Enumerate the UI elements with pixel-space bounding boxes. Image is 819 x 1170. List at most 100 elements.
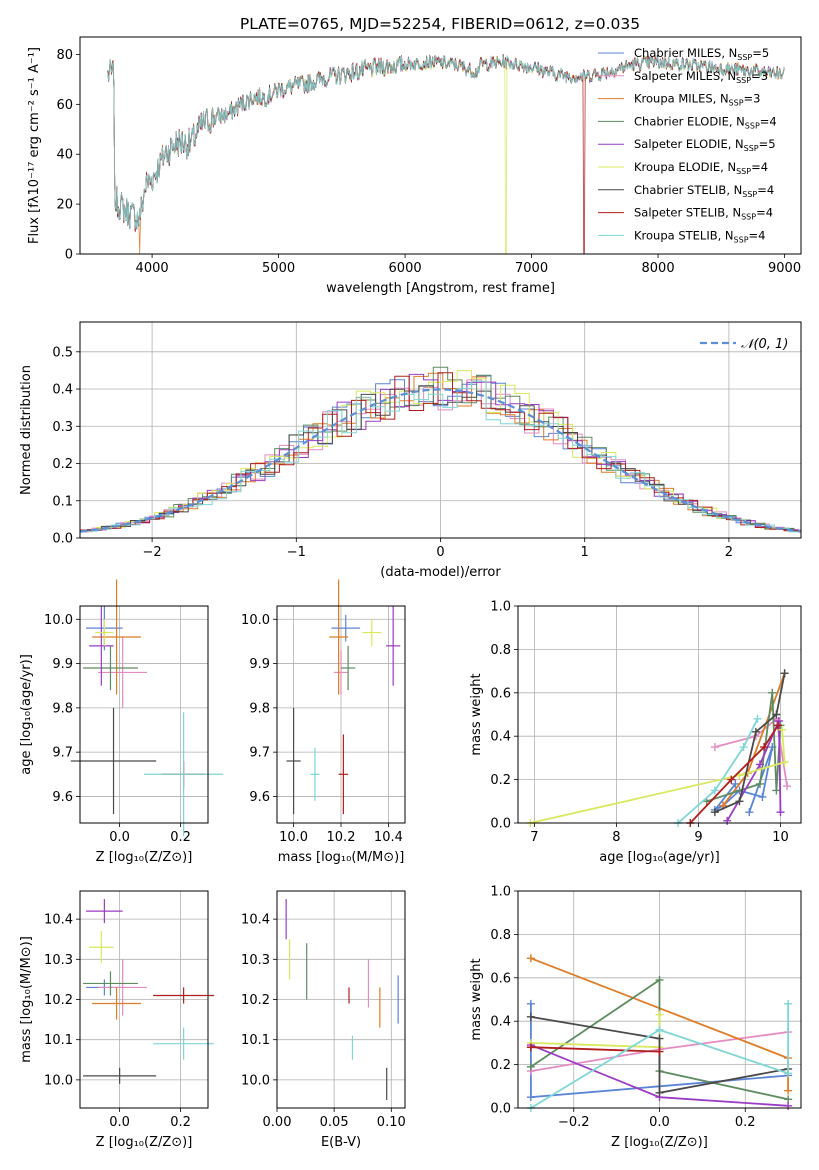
weight-marker-3-0 (526, 1062, 535, 1071)
y-tick-label: 10.3 (241, 953, 270, 968)
x-tick-label: 0.2 (735, 1115, 756, 1130)
axes-frame (276, 605, 406, 824)
spectrum-legend: Chabrier MILES, NSSP=5 Salpeter MILES, NS… (598, 46, 777, 244)
axes-frame (517, 890, 802, 1109)
weight-marker-4-2 (784, 1101, 793, 1110)
x-tick-label: 2 (725, 545, 733, 560)
y-tick-label: 0.8 (490, 928, 511, 943)
x-tick-label: 8 (612, 830, 620, 845)
weight-marker-8-2 (784, 1069, 793, 1078)
weight-line-8 (530, 1003, 789, 1109)
weight-marker-0-1 (526, 1093, 535, 1102)
x-tick-label: 7 (530, 830, 538, 845)
weight-marker-4-1 (755, 760, 764, 769)
x-tick-label: 7000 (515, 261, 548, 276)
weight-line-4 (726, 720, 782, 822)
y-tick-label: 10.0 (44, 1073, 73, 1088)
y-tick-label: 60 (56, 98, 73, 113)
weight-line-1 (714, 717, 788, 787)
x-tick-label: 0.0 (109, 1115, 130, 1130)
x-tick-label: 10.0 (279, 830, 308, 845)
y-tick-label: 10.4 (44, 913, 73, 928)
weight-marker-4-3 (776, 808, 785, 817)
weight-marker-2-0 (526, 954, 535, 963)
x-tick-label: 4000 (136, 261, 169, 276)
panel-mass-vs-Z: 0.0 0.2 10.0 10.1 10.2 10.3 10.4 Z [log₁₀(Z/Z⊙)… (19, 890, 215, 1150)
y-tick-label: 10.4 (241, 913, 270, 928)
axes-frame (276, 890, 406, 1109)
y-axis-label: Normed distribution (19, 365, 34, 495)
weight-marker-7-1 (727, 775, 736, 784)
y-axis-label: age [log₁₀(age/yr)] (19, 654, 34, 775)
y-tick-label: 0.0 (490, 1102, 511, 1117)
y-tick-label: 0.6 (490, 971, 511, 986)
legend-label-2: Kroupa MILES, NSSP=3 (634, 92, 760, 108)
x-tick-label: 0.0 (109, 830, 130, 845)
x-tick-label: 0 (436, 545, 444, 560)
weight-marker-8-1 (710, 786, 719, 795)
panel-weight-vs-Z: −0.2 0.0 0.2 0.0 0.2 0.4 0.6 0.8 1.0 Z [log₁₀(Z/Z… (469, 885, 802, 1150)
legend-gaussian-label: 𝒩(0, 1) (741, 337, 788, 352)
legend-label-1: Salpeter MILES, NSSP=3 (634, 69, 768, 85)
weight-marker-6-1 (655, 1034, 664, 1043)
y-axis-label: mass weight (469, 673, 484, 755)
panels: 4000 5000 6000 7000 8000 9000020406080wavelen… (19, 36, 802, 1150)
y-tick-label: 80 (56, 48, 73, 63)
y-tick-label: 0.3 (52, 420, 73, 435)
y-tick-label: 0.4 (490, 730, 511, 745)
x-tick-label: 10.4 (374, 830, 403, 845)
y-tick-label: 1.0 (490, 885, 511, 900)
x-tick-label: −2 (143, 545, 162, 560)
x-tick-label: 0.00 (263, 1115, 292, 1130)
weight-marker-7-3 (774, 721, 783, 730)
weight-marker-6-2 (751, 727, 760, 736)
x-axis-label: age [log₁₀(age/yr)] (599, 850, 720, 865)
weight-line-8 (677, 718, 759, 824)
panel-mass-vs-ebv: 0.00 0.05 0.10 10.0 10.1 10.2 10.3 10.4 E(B-V) (241, 890, 406, 1150)
weight-marker-5-2 (655, 1010, 664, 1019)
x-tick-label: 10.2 (327, 830, 356, 845)
y-tick-label: 9.7 (249, 746, 270, 761)
y-tick-label: 0.0 (52, 532, 73, 547)
y-tick-label: 0.4 (52, 383, 73, 398)
x-axis-label: (data-model)/error (380, 565, 501, 580)
x-tick-label: 8000 (642, 261, 675, 276)
y-tick-label: 0.1 (52, 494, 73, 509)
y-tick-label: 9.7 (52, 746, 73, 761)
weight-marker-6-1 (735, 797, 744, 806)
x-tick-label: 0.05 (320, 1115, 349, 1130)
y-tick-label: 0.5 (52, 345, 73, 360)
y-tick-label: 10.0 (44, 613, 73, 628)
y-tick-label: 10.0 (241, 613, 270, 628)
legend-label-3: Chabrier ELODIE, NSSP=4 (634, 114, 777, 130)
weight-marker-6-0 (710, 808, 719, 817)
legend-label-4: Salpeter ELODIE, NSSP=5 (634, 137, 776, 153)
y-tick-label: 0.2 (52, 457, 73, 472)
legend-label-6: Chabrier STELIB, NSSP=4 (634, 183, 774, 199)
weight-marker-2-2 (784, 1086, 793, 1095)
x-axis-label: wavelength [Angstrom, rest frame] (326, 281, 555, 296)
x-tick-label: 5000 (262, 261, 295, 276)
x-tick-label: 0.2 (170, 1115, 191, 1130)
panel-age-vs-mass: 10.0 10.2 10.4 9.6 9.7 9.8 9.9 10.0 mass [log₁₀(… (241, 579, 406, 865)
y-tick-label: 0 (65, 248, 73, 263)
y-tick-label: 0.2 (490, 1058, 511, 1073)
legend-label-0: Chabrier MILES, NSSP=5 (634, 46, 769, 62)
legend-label-5: Kroupa ELODIE, NSSP=4 (634, 160, 768, 176)
weight-marker-4-2 (774, 717, 783, 726)
y-tick-label: 20 (56, 198, 73, 213)
y-tick-label: 9.6 (52, 790, 73, 805)
x-tick-label: 1 (581, 545, 589, 560)
weight-marker-7-0 (526, 1043, 535, 1052)
x-tick-label: 10 (772, 830, 789, 845)
x-axis-label: Z [log₁₀(Z/Z⊙)] (611, 1135, 708, 1150)
gaussian-curve (80, 388, 801, 533)
y-tick-label: 9.8 (52, 701, 73, 716)
x-tick-label: 0.10 (377, 1115, 406, 1130)
weight-marker-3-1 (655, 975, 664, 984)
axes-frame (79, 321, 802, 539)
x-axis-label: Z [log₁₀(Z/Z⊙)] (96, 850, 193, 865)
spectrum-plot (107, 54, 785, 254)
weight-marker-6-3 (772, 710, 781, 719)
weight-line-7 (530, 1046, 660, 1053)
